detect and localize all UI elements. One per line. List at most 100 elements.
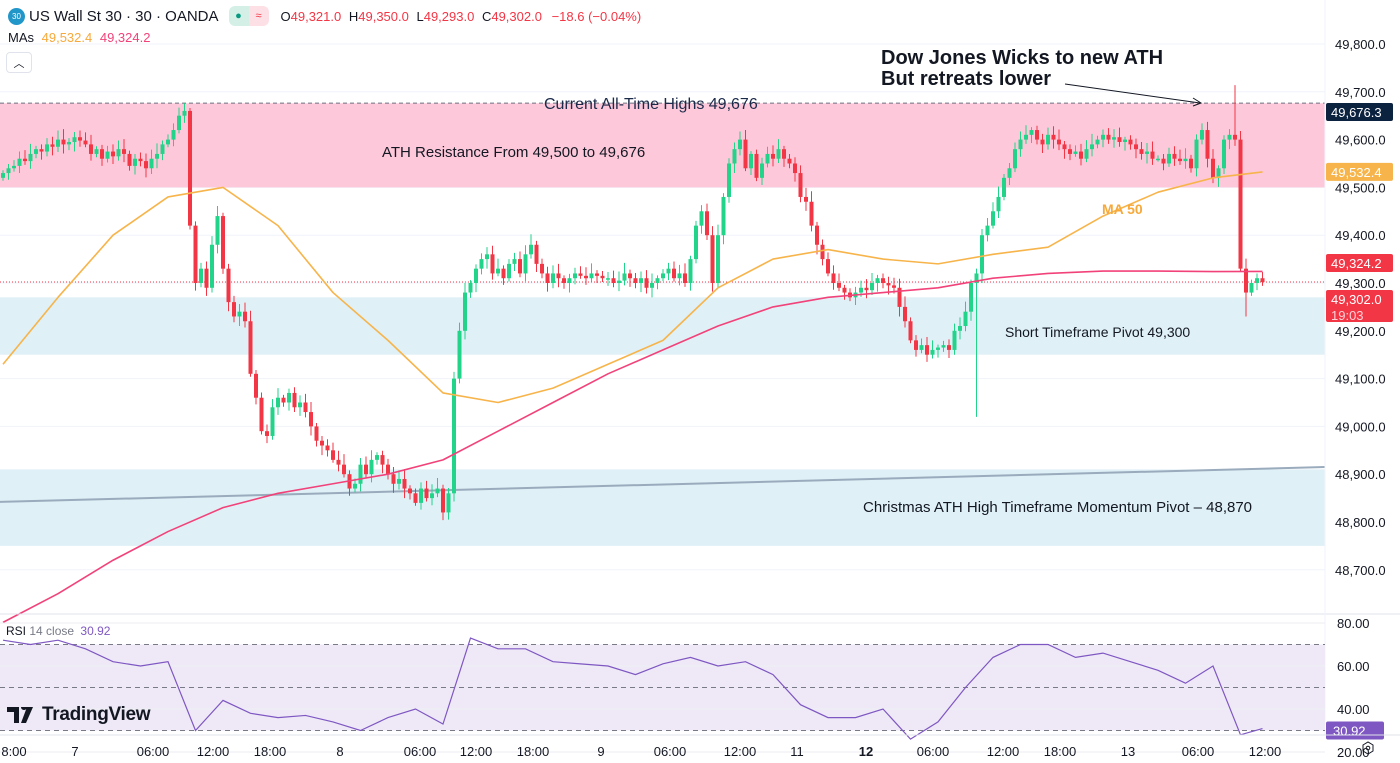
candle-up (34, 145, 38, 159)
candle-up (160, 140, 165, 161)
candle-down (408, 485, 412, 500)
candle-down (1233, 85, 1237, 146)
candle-down (518, 251, 522, 278)
candle-body (1134, 144, 1138, 150)
candle-up (875, 274, 880, 292)
candle-body (919, 345, 924, 350)
candle-down (1161, 153, 1166, 171)
candle-down (611, 270, 616, 288)
price-axis-label: 48,900.0 (1335, 467, 1386, 482)
ma-legend[interactable]: MAs 49,532.4 49,324.2 (8, 30, 150, 45)
candle-body (699, 211, 704, 226)
candle-body (100, 149, 104, 159)
candle-up (1101, 129, 1105, 148)
candle-down (1172, 146, 1177, 166)
status-pill[interactable]: ● ≈ (228, 6, 269, 26)
candle-down (1139, 141, 1144, 160)
candle-up (507, 259, 511, 282)
candle-up (1090, 133, 1094, 157)
candle-up (963, 301, 968, 332)
candle-up (1002, 174, 1006, 201)
candle-body (661, 273, 665, 279)
candle-up (166, 134, 170, 148)
candle-body (369, 459, 374, 475)
time-axis-label: 12:00 (724, 744, 757, 759)
candle-down (534, 240, 539, 273)
candle-up (567, 273, 572, 293)
candle-body (952, 330, 957, 350)
time-axis-label: 12:00 (987, 744, 1020, 759)
candle-body (166, 139, 170, 145)
candle-body (358, 464, 363, 484)
candle-body (485, 254, 489, 260)
gear-icon[interactable] (1362, 741, 1374, 755)
symbol-title[interactable]: US Wall St 30 · 30 · OANDA (29, 7, 219, 25)
candle-body (1068, 149, 1072, 154)
change-value: −18.6 (−0.04%) (551, 8, 642, 24)
candle-down (89, 134, 93, 161)
candle-body (149, 158, 154, 169)
candle-body (23, 158, 27, 162)
candle-body (1211, 158, 1215, 178)
candle-down (490, 245, 495, 280)
collapse-legend-button[interactable]: ︿ (6, 52, 32, 73)
ma50-label: MA 50 (1102, 201, 1143, 217)
candle-up (721, 193, 726, 245)
candle-down (61, 129, 66, 154)
candle-down (320, 435, 324, 456)
candle-body (50, 144, 55, 147)
candle-body (386, 464, 390, 475)
time-axis-label: 12:00 (197, 744, 230, 759)
candle-down (820, 239, 825, 266)
candle-up (589, 263, 594, 282)
candle-down (1178, 149, 1182, 165)
candle-up (67, 138, 71, 151)
candle-up (941, 340, 946, 352)
trendline (0, 466, 1326, 503)
settings-dot (1365, 745, 1371, 751)
candle-down (138, 152, 143, 167)
candle-body (787, 158, 792, 164)
candle-up (749, 151, 753, 175)
candle-up (930, 340, 935, 359)
resistance-zone (0, 103, 1325, 188)
candle-body (985, 225, 990, 236)
rsi-line (2, 637, 1263, 740)
candle-down (809, 191, 814, 232)
candle-body (859, 287, 863, 293)
candle-down (386, 458, 390, 480)
tradingview-logo[interactable]: TradingView (7, 704, 151, 726)
candle-body (1117, 137, 1122, 142)
candle-down (578, 266, 583, 279)
candle-up (105, 145, 110, 163)
candle-down (864, 279, 869, 299)
candle-down (683, 263, 687, 287)
candle-body (540, 263, 544, 274)
candle-up (727, 158, 731, 203)
candle-down (600, 271, 605, 283)
candle-up (358, 457, 363, 492)
candle-body (754, 153, 759, 178)
candle-up (1249, 279, 1254, 296)
candle-body (204, 268, 209, 288)
candle-body (721, 196, 726, 236)
candle-up (694, 220, 698, 264)
candle-body (573, 273, 577, 279)
candle-body (276, 397, 280, 408)
candle-body (413, 493, 418, 503)
rsi-legend[interactable]: RSI 14 close 30.92 (6, 624, 110, 638)
candle-body (892, 285, 896, 288)
candle-body (716, 235, 720, 283)
headline-line-1: Dow Jones Wicks to new ATH (881, 47, 1164, 69)
candle-body (67, 141, 71, 145)
candle-body (908, 321, 913, 341)
candle-body (1062, 144, 1067, 150)
candle-up (215, 206, 220, 254)
christmas-pivot-zone (0, 469, 1325, 546)
candle-body (650, 283, 654, 288)
candle-up (177, 107, 181, 134)
candle-body (688, 259, 693, 283)
arrowhead-icon (1192, 97, 1203, 107)
candle-body (864, 287, 869, 291)
